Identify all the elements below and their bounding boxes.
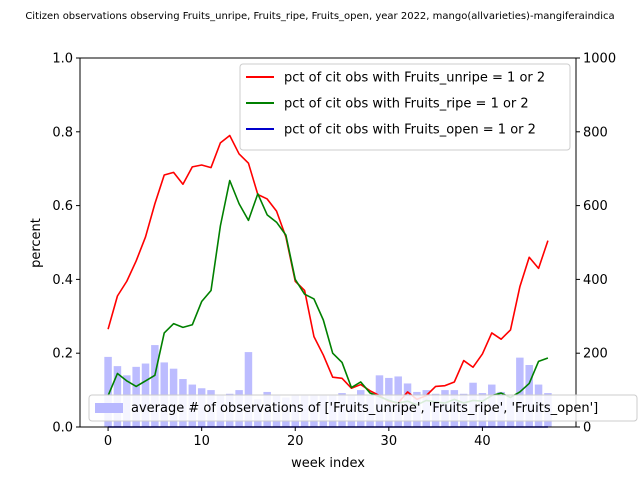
x-tick-label: 20 [287, 434, 304, 449]
bar [244, 352, 253, 427]
bar [104, 356, 112, 427]
y-axis-left: 0.0 0.2 0.4 0.6 0.8 1.0 [52, 52, 80, 436]
legend-label: pct of cit obs with Fruits_unripe = 1 or… [284, 71, 545, 86]
plot-frame [79, 57, 577, 428]
x-tick-label: 0 [104, 434, 112, 449]
x-axis-label: week index [291, 456, 365, 471]
x-tick-label: 10 [193, 434, 210, 449]
y-tick-label: 0.4 [52, 273, 73, 288]
y2-tick-label: 800 [583, 125, 608, 140]
x-tick-label: 40 [474, 434, 491, 449]
legend-label: pct of cit obs with Fruits_ripe = 1 or 2 [284, 97, 529, 112]
y-tick-label: 0.0 [52, 421, 73, 436]
legend-box [239, 63, 571, 151]
chart-title: Citizen observations observing Fruits_un… [25, 11, 614, 22]
y-axis-right: 0 200 400 600 800 1000 [576, 52, 616, 436]
y-axis-label: percent [29, 218, 44, 268]
legend-box [88, 394, 638, 422]
legend-swatch [95, 403, 123, 413]
legend-label: pct of cit obs with Fruits_open = 1 or 2 [284, 123, 536, 138]
x-tick-label: 30 [381, 434, 398, 449]
series-line [107, 134, 549, 404]
y2-tick-label: 0 [583, 421, 591, 436]
y2-tick-label: 400 [583, 273, 608, 288]
y-tick-label: 0.2 [52, 347, 73, 362]
y2-tick-label: 200 [583, 347, 608, 362]
x-axis: 0 10 20 30 40 [104, 427, 491, 449]
y-tick-label: 0.6 [52, 199, 73, 214]
legend-label: average # of observations of ['Fruits_un… [131, 401, 598, 416]
legend-lines: pct of cit obs with Fruits_unripe = 1 or… [239, 63, 571, 151]
y-tick-label: 1.0 [52, 52, 73, 67]
y2-tick-label: 600 [583, 199, 608, 214]
legend-bars: average # of observations of ['Fruits_un… [88, 394, 638, 422]
bar [151, 345, 159, 427]
y-tick-label: 0.8 [52, 125, 73, 140]
y2-tick-label: 1000 [583, 52, 616, 67]
